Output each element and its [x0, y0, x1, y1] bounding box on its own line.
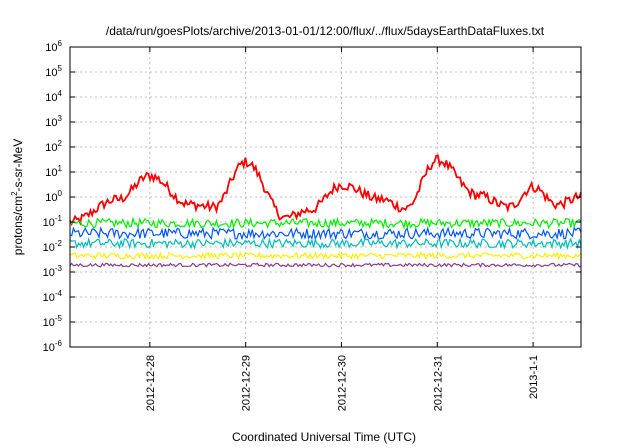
data-series	[69, 154, 582, 268]
x-tick-label: 2013-1-1	[528, 355, 540, 399]
y-axis-label-exp: 2	[10, 191, 19, 196]
y-tick-exp: -2	[55, 239, 63, 248]
y-axis-ticks: 10610510410310210110010-110-210-310-410-…	[43, 39, 581, 354]
y-tick-base: 10	[45, 67, 57, 79]
y-tick-label: 10-5	[43, 314, 63, 329]
y-tick-label: 100	[45, 189, 62, 204]
y-tick-base: 10	[45, 192, 57, 204]
y-tick-base: 10	[45, 142, 57, 154]
x-tick-label: 2012-12-31	[432, 355, 444, 411]
y-tick-base: 10	[43, 317, 55, 329]
y-tick-exp: -4	[55, 289, 63, 298]
y-tick-exp: -1	[55, 214, 63, 223]
series-line	[69, 236, 582, 251]
y-tick-label: 104	[45, 89, 62, 104]
y-tick-exp: 3	[58, 114, 63, 123]
y-tick-label: 103	[45, 114, 62, 129]
series-line	[69, 250, 582, 261]
y-tick-exp: -6	[55, 339, 63, 348]
y-tick-exp: -5	[55, 314, 63, 323]
x-tick-label: 2012-12-28	[145, 355, 157, 411]
y-tick-base: 10	[45, 117, 57, 129]
y-tick-base: 10	[43, 292, 55, 304]
y-tick-label: 102	[45, 139, 62, 154]
grid-lines	[70, 47, 581, 347]
y-axis-label-base: protons/cm	[11, 196, 25, 255]
y-tick-label: 105	[45, 64, 62, 79]
y-tick-base: 10	[45, 92, 57, 104]
y-tick-label: 106	[45, 39, 62, 54]
y-axis-label-rest: -s-sr-MeV	[11, 139, 25, 192]
y-tick-exp: 4	[58, 89, 63, 98]
y-tick-base: 10	[43, 342, 55, 354]
y-tick-label: 10-6	[43, 339, 63, 354]
y-tick-label: 10-4	[43, 289, 63, 304]
y-tick-exp: 0	[58, 189, 63, 198]
series-line	[69, 262, 582, 268]
x-axis-label: Coordinated Universal Time (UTC)	[232, 430, 416, 444]
y-tick-base: 10	[43, 267, 55, 279]
y-tick-exp: -3	[55, 264, 63, 273]
series-line	[69, 216, 582, 230]
y-axis-label: protons/cm2-s-sr-MeV	[10, 139, 25, 255]
x-axis-ticks: 2012-12-28 2012-12-29 2012-12-30 2012-12-31…	[145, 47, 540, 411]
chart-title: /data/run/goesPlots/archive/2013-01-01/1…	[106, 24, 545, 38]
y-tick-label: 10-2	[43, 239, 63, 254]
y-tick-exp: 2	[58, 139, 63, 148]
y-tick-label: 10-3	[43, 264, 63, 279]
y-tick-base: 10	[45, 167, 57, 179]
y-tick-exp: 6	[58, 39, 63, 48]
y-tick-base: 10	[45, 42, 57, 54]
y-tick-exp: 5	[58, 64, 63, 73]
y-tick-exp: 1	[58, 164, 63, 173]
series-line	[69, 154, 582, 226]
x-tick-label: 2012-12-29	[241, 355, 253, 411]
series-line	[69, 226, 582, 241]
y-tick-base: 10	[43, 217, 55, 229]
y-tick-label: 10-1	[43, 214, 63, 229]
y-tick-label: 101	[45, 164, 62, 179]
x-tick-label: 2012-12-30	[336, 355, 348, 411]
y-tick-base: 10	[43, 242, 55, 254]
